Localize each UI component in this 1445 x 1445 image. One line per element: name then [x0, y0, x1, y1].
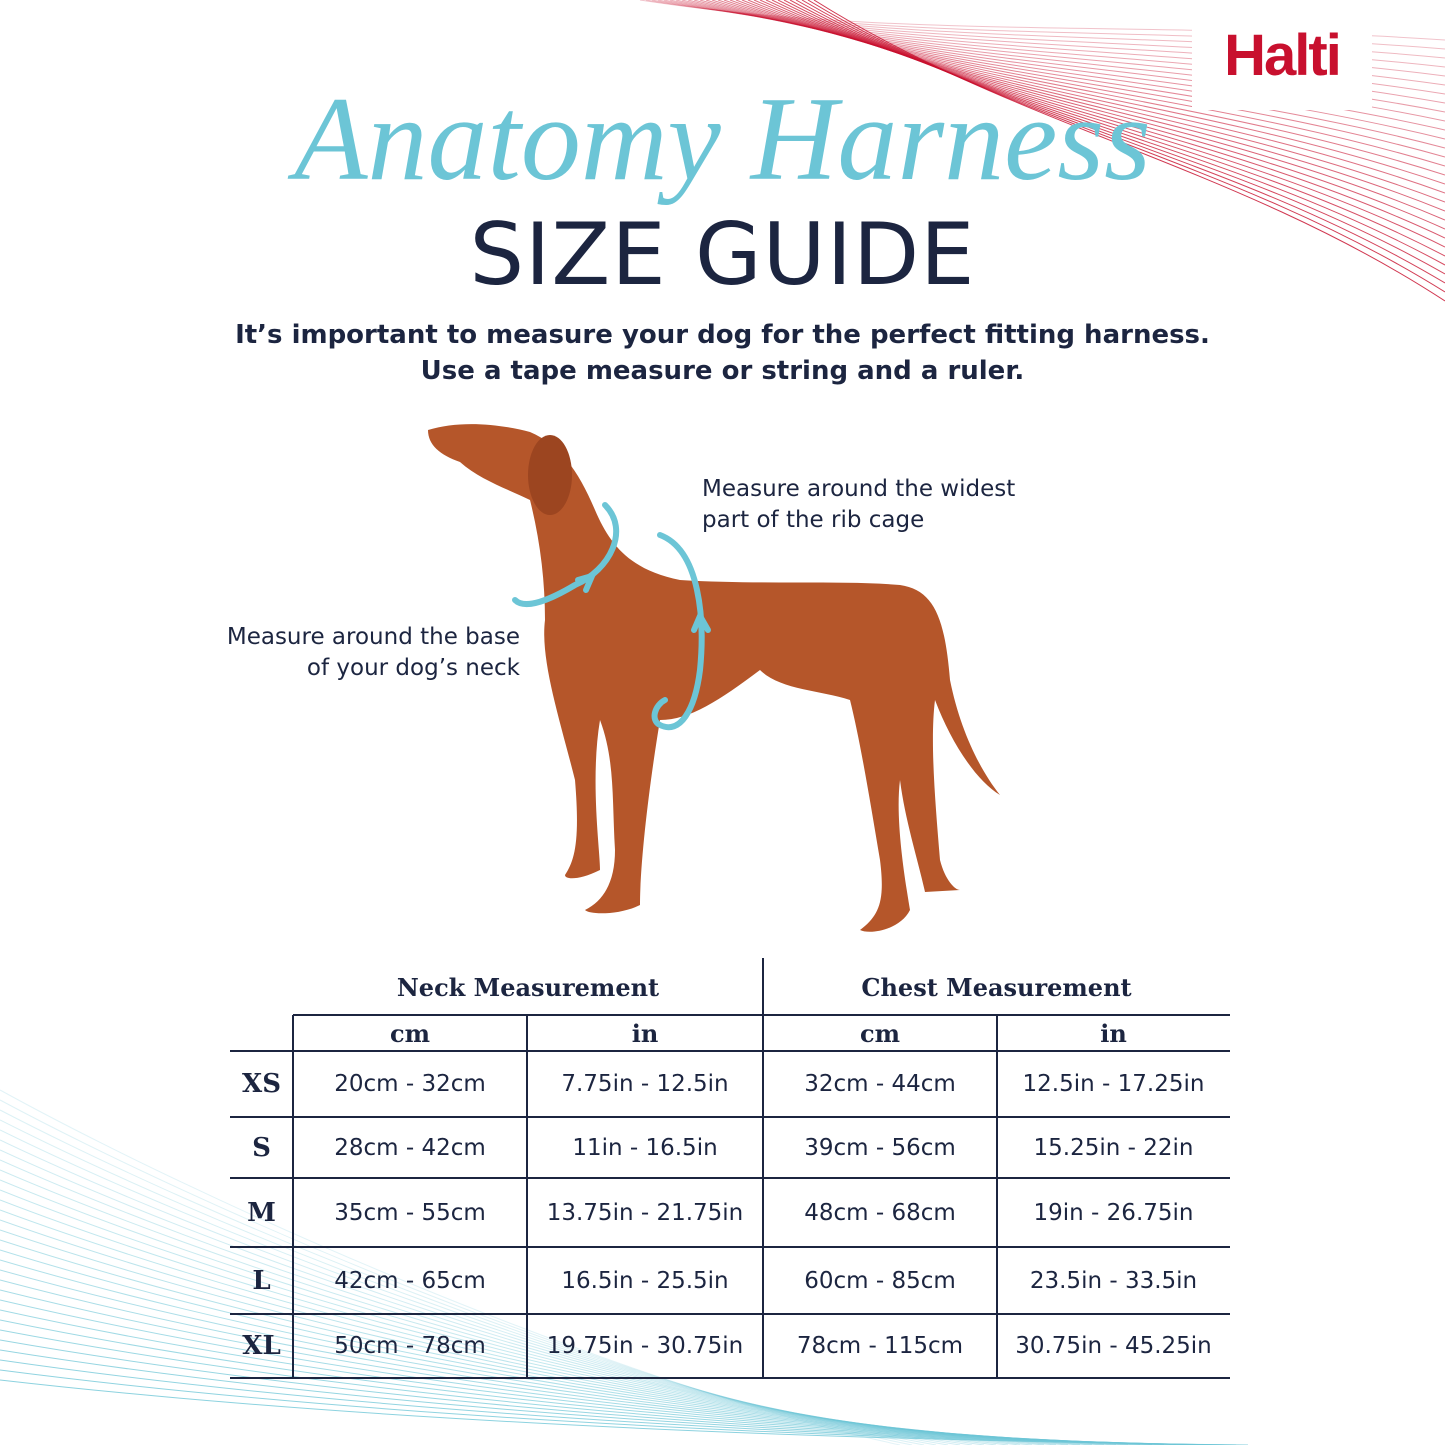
measurement: 78cm - 115cm — [796, 1333, 964, 1359]
unit-header: cm — [859, 1018, 900, 1048]
table-rule — [292, 1015, 294, 1378]
table-rule — [230, 1050, 1230, 1052]
callout: of your dog’s neck — [306, 655, 520, 681]
decor-line — [0, 1089, 901, 1445]
decor-line — [0, 1329, 1189, 1445]
measurement: 28cm - 42cm — [334, 1134, 486, 1161]
decor-line — [0, 1359, 1225, 1445]
decor-line — [747, 0, 1445, 203]
measurement: 11in - 16.5in — [572, 1134, 718, 1161]
decor-line — [0, 1199, 1033, 1445]
measurement: 23.5in - 33.5in — [1029, 1267, 1198, 1294]
decor-line — [0, 1209, 1045, 1445]
unit-header: in — [631, 1018, 659, 1048]
decor-line — [0, 1319, 1177, 1445]
decor-line — [753, 0, 1445, 212]
intro-line: It’s important to measure your dog for t… — [235, 320, 1210, 350]
measurement: 15.25in - 22in — [1033, 1134, 1194, 1161]
measurement: 19in - 26.75in — [1033, 1199, 1194, 1226]
table-rule — [526, 1015, 528, 1378]
table-rule — [230, 1313, 1230, 1315]
decor-line — [0, 1149, 973, 1445]
measurement: 13.75in - 21.75in — [546, 1199, 744, 1226]
decor-line — [0, 1179, 1009, 1445]
measurement: 19.75in - 30.75in — [546, 1333, 744, 1359]
decor-line — [0, 1309, 1165, 1445]
dog-ear — [528, 435, 572, 515]
table-rule — [230, 1177, 1230, 1179]
measurement: 7.75in - 12.5in — [561, 1071, 729, 1097]
measurement: 60cm - 85cm — [804, 1267, 956, 1294]
decor-line — [741, 0, 1445, 194]
decor-line — [813, 0, 1445, 302]
size-label: S — [252, 1132, 271, 1163]
size-label: L — [252, 1265, 271, 1296]
table-rule — [293, 1014, 1230, 1016]
table-rule — [996, 1015, 998, 1378]
dog — [428, 424, 1000, 932]
size-label: M — [247, 1197, 276, 1228]
measurement: 50cm - 78cm — [334, 1333, 486, 1359]
table-rule — [230, 1246, 1230, 1248]
decor-line — [0, 1299, 1153, 1445]
callout: Measure around the base — [226, 624, 520, 650]
decor-line — [0, 1189, 1021, 1445]
unit-header: in — [1100, 1018, 1127, 1048]
measurement: 20cm - 32cm — [334, 1071, 486, 1097]
decor-line — [0, 1279, 1129, 1445]
decor-line — [0, 1159, 985, 1445]
decor-line — [795, 0, 1445, 275]
decor-line — [765, 0, 1445, 230]
unit-header: cm — [389, 1018, 430, 1048]
measurement: 32cm - 44cm — [804, 1071, 956, 1097]
decor-line — [807, 0, 1445, 293]
measurement: 16.5in - 25.5in — [561, 1267, 729, 1294]
decor-line — [0, 1379, 1249, 1445]
measurement: 35cm - 55cm — [334, 1199, 486, 1226]
size-label: XS — [242, 1069, 281, 1099]
decor-line — [789, 0, 1445, 266]
decor-line — [0, 1139, 961, 1445]
decor-line — [0, 1339, 1201, 1445]
measurement: 30.75in - 45.25in — [1015, 1333, 1212, 1359]
table-rule — [230, 1377, 1230, 1379]
measurement: 12.5in - 17.25in — [1022, 1071, 1205, 1097]
decor-line — [0, 1169, 997, 1445]
measurement: 42cm - 65cm — [334, 1267, 486, 1294]
decor-line — [783, 0, 1445, 257]
table-rule — [762, 958, 764, 1378]
decor-line — [759, 0, 1445, 221]
decor-line — [0, 1289, 1141, 1445]
title: Anatomy Harness — [294, 72, 1151, 205]
decor-line — [0, 1099, 913, 1445]
decor-line — [0, 1369, 1237, 1445]
decor-line — [0, 1349, 1213, 1445]
logo: Halti — [1192, 0, 1372, 110]
decor-line — [0, 1109, 925, 1445]
measurement: 39cm - 56cm — [804, 1134, 956, 1161]
decor-line — [801, 0, 1445, 284]
callout: part of the rib cage — [702, 507, 925, 533]
measurement: 48cm - 68cm — [804, 1199, 956, 1226]
decor-line — [0, 1129, 949, 1445]
callout: Measure around the widest — [702, 476, 1016, 502]
group-header: Neck Measurement — [396, 973, 660, 1002]
dog-illustration — [428, 424, 1000, 932]
size-label: XL — [242, 1331, 281, 1361]
measure-arrows — [512, 502, 711, 730]
subtitle: SIZE GUIDE — [469, 205, 976, 305]
intro-line: Use a tape measure or string and a ruler… — [420, 356, 1025, 386]
table-rule — [230, 1116, 1230, 1118]
decor-line — [771, 0, 1445, 239]
decor-line — [0, 1119, 937, 1445]
decor-line — [777, 0, 1445, 248]
group-header: Chest Measurement — [861, 973, 1132, 1002]
